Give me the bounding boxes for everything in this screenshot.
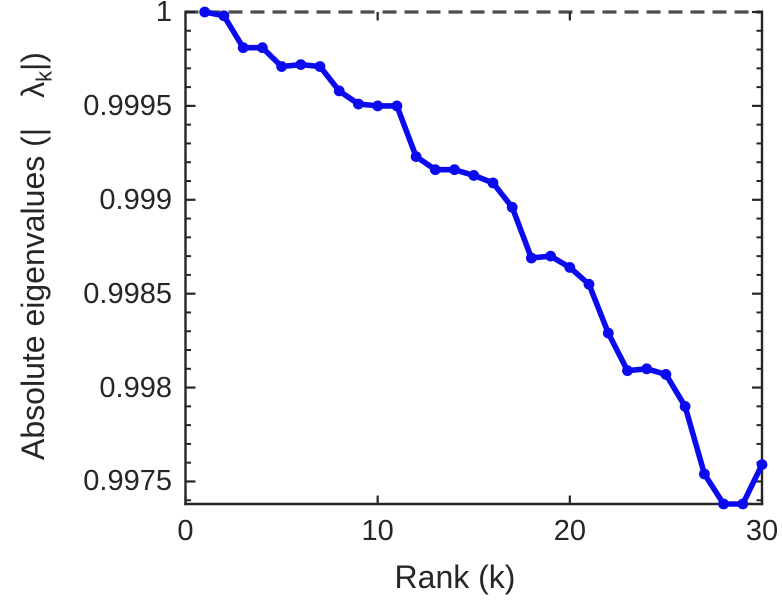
x-tick-label: 10 [361,515,394,547]
data-point-marker [199,6,211,18]
lambda-symbol: λ [15,81,51,98]
y-tick-label: 1 [155,0,172,28]
y-axis-label-suffix: |) [15,52,51,72]
y-tick-label: 0.998 [99,371,172,404]
data-point-marker [218,10,230,22]
data-point-marker [276,61,287,72]
data-point-marker [449,164,460,176]
data-point-marker [699,468,710,480]
data-point-marker [564,262,576,273]
data-point-marker [295,59,307,70]
data-point-marker [641,363,653,375]
data-point-marker [737,498,749,510]
data-point-marker [679,401,691,412]
lambda-subscript: k [31,71,57,82]
x-tick-label: 20 [553,515,586,547]
data-point-marker [545,250,556,262]
data-point-marker [237,42,249,54]
y-axis-label-prefix: Absolute eigenvalues (| [15,127,51,460]
x-tick-label: 30 [745,515,779,547]
data-point-marker [487,177,499,189]
data-point-marker [622,365,633,377]
y-tick-label: 0.999 [99,183,172,216]
data-point-marker [353,98,364,110]
data-point-marker [583,278,595,290]
data-point-marker [468,170,480,181]
data-point-marker [410,151,422,163]
y-tick-label: 0.9995 [83,89,172,122]
eigenvalue-line [201,9,765,507]
x-tick-label: 0 [177,515,194,547]
data-point-marker [602,327,614,339]
data-point-marker [333,85,345,97]
data-point-marker [314,61,326,72]
x-axis-label: Rank (k) [394,559,516,595]
y-axis-label: Absolute eigenvalues (| λk|) [15,52,56,460]
data-point-marker [429,164,441,176]
data-point-marker [718,498,729,510]
data-point-marker [660,369,672,380]
data-point-marker [372,100,384,112]
y-tick-label: 0.9975 [83,465,172,498]
data-point-marker [526,252,537,264]
data-point-marker [756,459,768,470]
data-point-marker [391,100,403,112]
data-point-marker [257,42,268,54]
y-tick-label: 0.9985 [83,277,172,310]
data-point-marker [506,201,518,213]
